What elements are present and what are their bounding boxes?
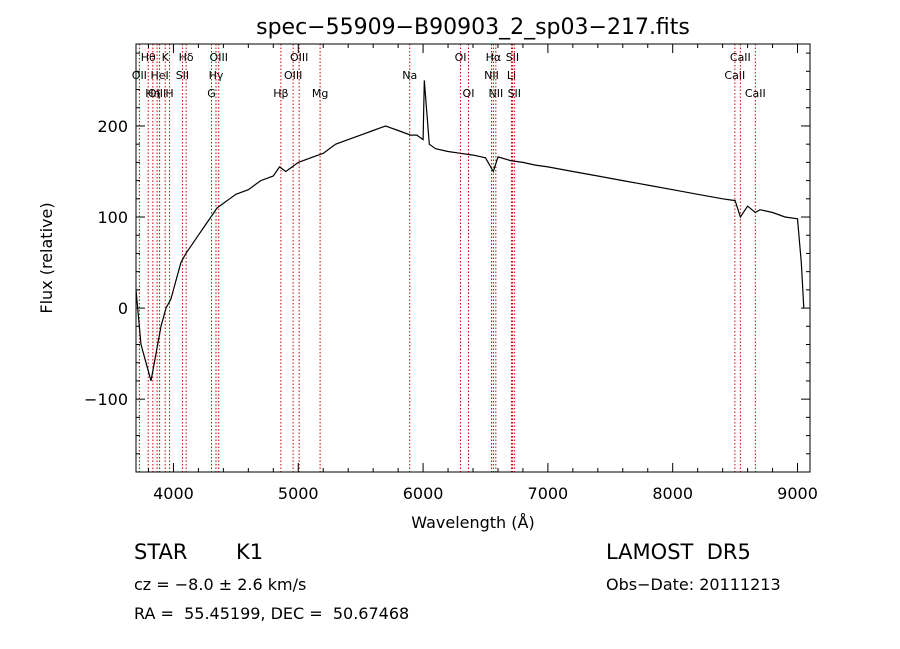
y-tick-label: 200 (97, 117, 128, 136)
y-tick-label: −100 (84, 390, 128, 409)
coordinates: RA = 55.45199, DEC = 50.67468 (134, 604, 410, 623)
spectrum-series (135, 80, 805, 382)
emission-line-label: Li (507, 69, 516, 82)
axis-ticks: 4000 5000 6000 7000 8000 9000 −100 0 100 200 (84, 44, 818, 503)
x-tick-label: 5000 (278, 484, 319, 503)
emission-line-label: SII (508, 87, 521, 100)
y-tick-label: 0 (118, 299, 128, 318)
emission-line-label: SII (506, 51, 519, 64)
emission-line-label: Hγ (209, 69, 224, 82)
emission-line-label: NII (484, 69, 499, 82)
emission-line-label: OIII (290, 51, 308, 64)
object-subclass: K1 (236, 540, 264, 564)
x-tick-label: 8000 (652, 484, 693, 503)
emission-line-label: CaII (745, 87, 766, 100)
chart-title: spec−55909−B90903_2_sp03−217.fits (256, 15, 690, 40)
emission-line-label: Hθ (141, 51, 156, 64)
emission-line-label: CaII (724, 69, 745, 82)
emission-line-label: SII (176, 69, 189, 82)
emission-line-label: Hη (145, 87, 160, 100)
emission-line-label: Hβ (273, 87, 288, 100)
emission-line-label: HeI (150, 69, 168, 82)
emission-line-label: H (165, 87, 173, 100)
emission-line-label: Mg (312, 87, 328, 100)
x-axis-label: Wavelength (Å) (411, 513, 534, 532)
redshift-cz: cz = −8.0 ± 2.6 km/s (134, 575, 307, 594)
emission-line-label: CaII (730, 51, 751, 64)
emission-line-label: K (162, 51, 170, 64)
emission-line-label: Hδ (179, 51, 194, 64)
object-class: STAR (134, 540, 188, 564)
emission-line-label: OI (455, 51, 467, 64)
y-axis-label: Flux (relative) (37, 202, 56, 313)
y-tick-label: 100 (97, 208, 128, 227)
emission-line-label: OI (463, 87, 475, 100)
emission-line-label: OIII (284, 69, 302, 82)
emission-line-label: OIII (210, 51, 228, 64)
emission-line-label: G (207, 87, 216, 100)
x-tick-label: 7000 (528, 484, 569, 503)
plot-frame (135, 43, 811, 473)
x-tick-label: 6000 (403, 484, 444, 503)
emission-line-markers: OIIHθOIIIHeIHηKHSIIHδGHγOIIIHβOIIIOIIIMg… (132, 44, 766, 472)
survey-label: LAMOST DR5 (606, 540, 751, 564)
x-tick-label: 9000 (777, 484, 818, 503)
emission-line-label: Na (402, 69, 417, 82)
spectrum-line (135, 80, 805, 382)
x-tick-label: 4000 (153, 484, 194, 503)
emission-line-label: NII (488, 87, 503, 100)
observation-date: Obs−Date: 20111213 (606, 575, 781, 594)
emission-line-label: Hα (486, 51, 502, 64)
